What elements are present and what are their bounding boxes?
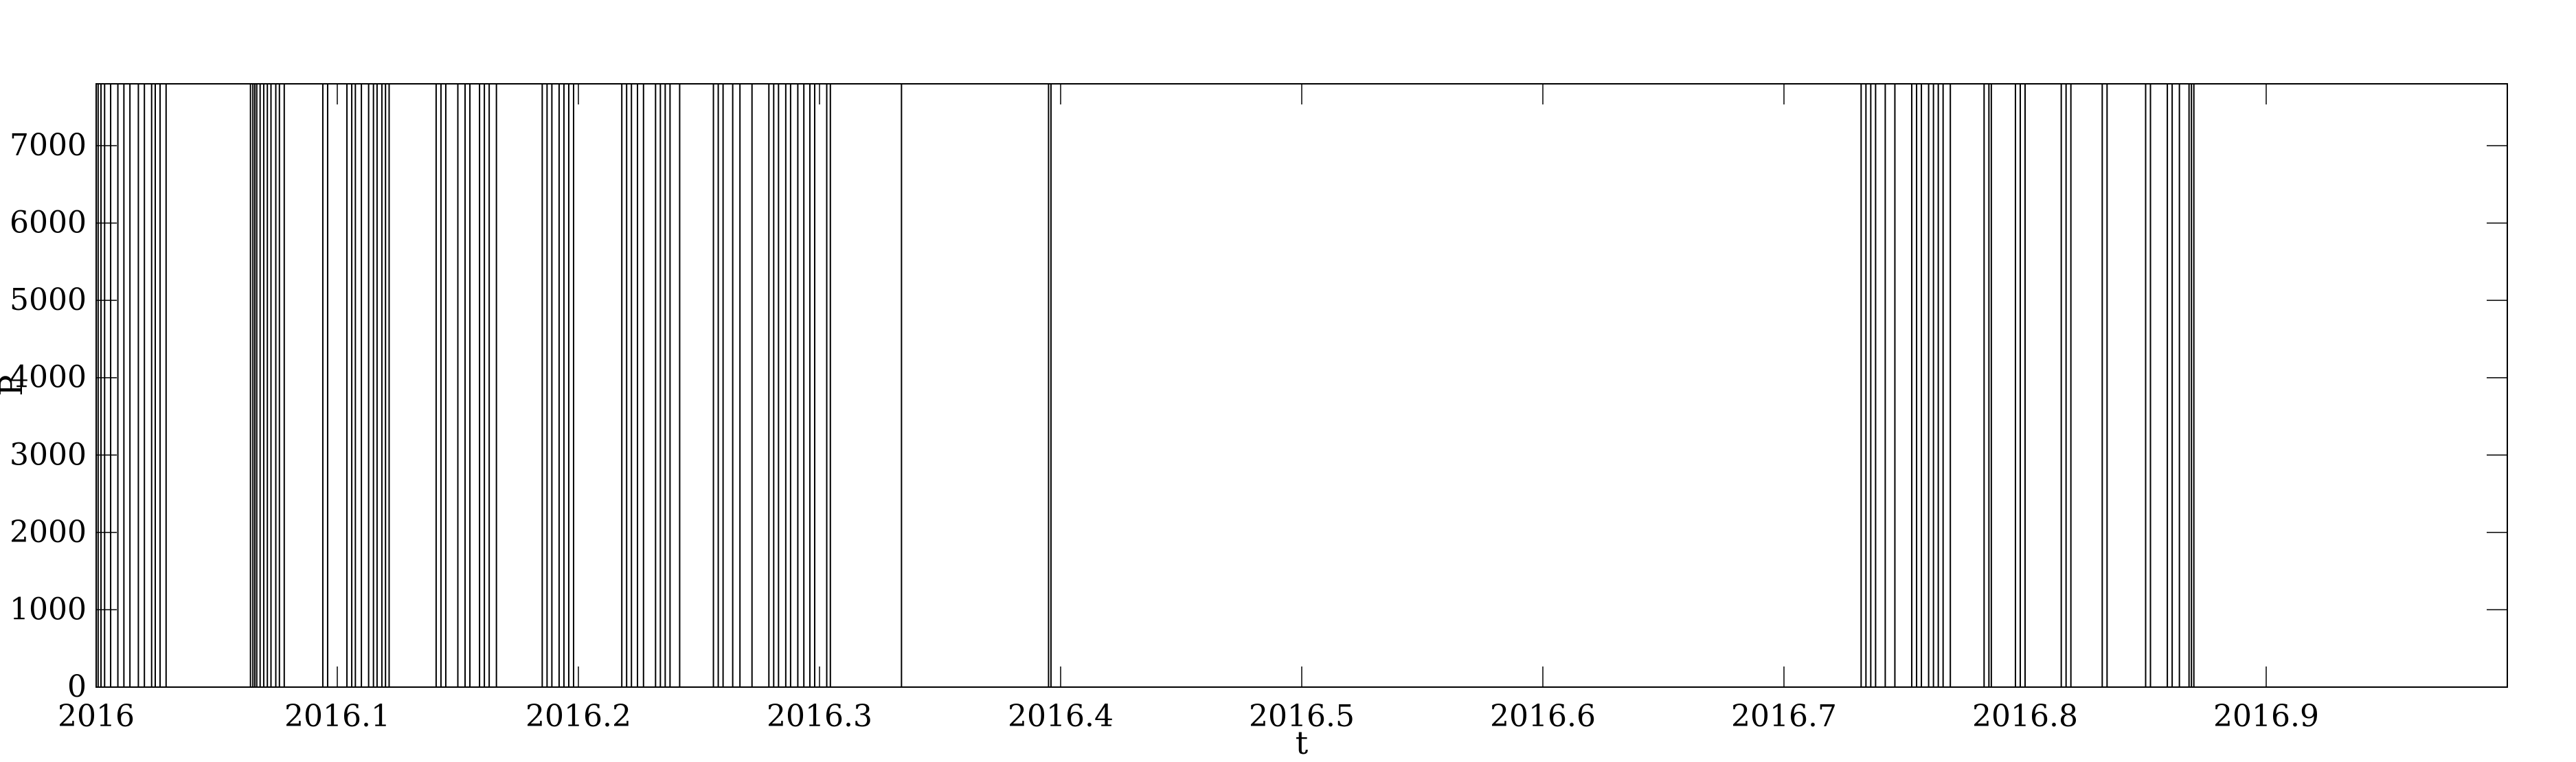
x-tick-label: 2016.7 bbox=[1731, 699, 1837, 734]
x-tick-label: 2016.4 bbox=[1008, 699, 1114, 734]
x-axis-title: t bbox=[1296, 724, 1309, 761]
y-tick-label: 2000 bbox=[10, 515, 87, 550]
x-tick-label: 2016.6 bbox=[1490, 699, 1596, 734]
x-tick-label: 2016.3 bbox=[767, 699, 872, 734]
y-tick-label: 0 bbox=[67, 669, 87, 704]
y-tick-label: 7000 bbox=[10, 128, 87, 163]
y-tick-label: 1000 bbox=[10, 592, 87, 627]
y-tick-label: 6000 bbox=[10, 205, 87, 240]
plot-area-frame bbox=[95, 83, 2508, 688]
x-tick-label: 2016.8 bbox=[1972, 699, 2078, 734]
spike-lines-layer bbox=[97, 84, 2195, 687]
x-tick-label: 2016 bbox=[58, 699, 135, 734]
y-axis-title: P bbox=[0, 375, 30, 396]
ticks-layer: 2016 2016.1 2016.2 2016.3 2016.4 2016.5 2016.6… bbox=[10, 84, 2507, 734]
y-tick-label: 3000 bbox=[10, 437, 87, 472]
x-tick-label: 2016.2 bbox=[526, 699, 631, 734]
x-tick-label: 2016.9 bbox=[2213, 699, 2319, 734]
y-tick-label: 4000 bbox=[10, 360, 87, 395]
x-tick-label: 2016.5 bbox=[1249, 699, 1355, 734]
x-tick-label: 2016.1 bbox=[284, 699, 390, 734]
y-tick-label: 5000 bbox=[10, 282, 87, 317]
